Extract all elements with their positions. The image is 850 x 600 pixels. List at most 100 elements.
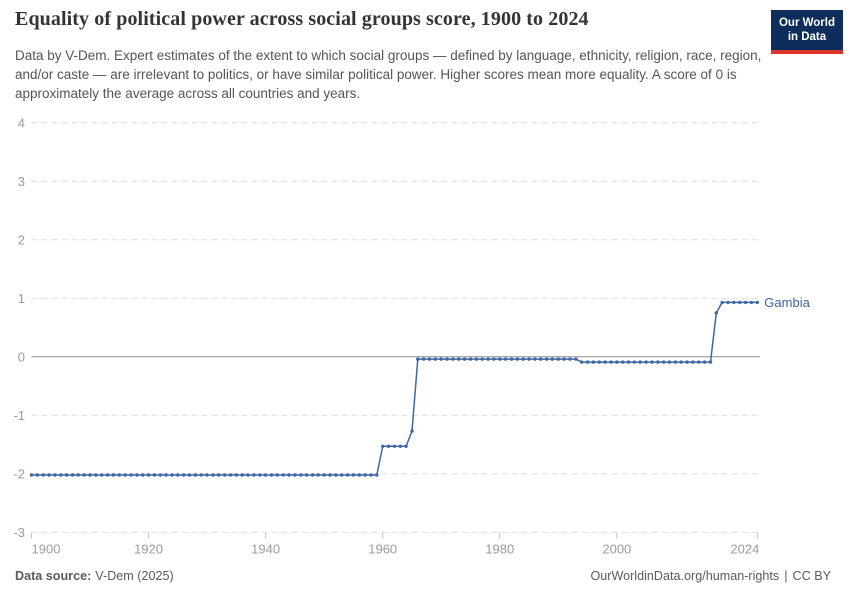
data-point bbox=[281, 473, 285, 477]
data-point bbox=[135, 473, 139, 477]
y-axis-tick-label: -2 bbox=[13, 466, 25, 481]
data-point bbox=[474, 357, 479, 361]
data-point bbox=[252, 473, 256, 477]
data-point bbox=[580, 360, 584, 364]
y-axis-tick-label: 3 bbox=[18, 174, 25, 189]
data-point bbox=[544, 357, 549, 361]
chart-footer: Data source: V-Dem (2025) OurWorldinData.… bbox=[15, 569, 831, 583]
data-point bbox=[591, 360, 596, 364]
page-title: Equality of political power across socia… bbox=[15, 8, 589, 30]
data-point bbox=[228, 473, 233, 477]
data-point bbox=[662, 360, 666, 364]
data-point bbox=[533, 357, 537, 361]
data-point bbox=[334, 473, 338, 477]
data-point bbox=[638, 360, 642, 364]
data-point bbox=[656, 360, 660, 364]
credit-link[interactable]: OurWorldinData.org/human-rights bbox=[590, 569, 780, 583]
data-point bbox=[410, 429, 414, 433]
data-point bbox=[386, 444, 391, 448]
data-point bbox=[691, 360, 695, 364]
data-point bbox=[743, 300, 748, 305]
data-point bbox=[170, 473, 174, 477]
data-point bbox=[609, 360, 613, 364]
data-source-value: V-Dem (2025) bbox=[95, 569, 174, 583]
data-point bbox=[35, 473, 40, 477]
data-point bbox=[615, 360, 619, 364]
data-point bbox=[240, 473, 244, 477]
data-point bbox=[129, 473, 133, 477]
data-point bbox=[539, 357, 543, 361]
data-point bbox=[720, 300, 724, 305]
data-point bbox=[70, 473, 75, 477]
data-point bbox=[263, 473, 268, 477]
data-point bbox=[340, 473, 344, 477]
data-point bbox=[64, 473, 69, 477]
data-point bbox=[457, 357, 461, 361]
data-point bbox=[53, 473, 57, 477]
data-point bbox=[158, 473, 162, 477]
data-point bbox=[193, 473, 198, 477]
data-point bbox=[597, 360, 601, 364]
data-point bbox=[714, 311, 718, 315]
data-point bbox=[293, 473, 297, 477]
data-point bbox=[363, 473, 367, 477]
data-point bbox=[486, 357, 490, 361]
data-point bbox=[667, 360, 672, 364]
data-point bbox=[732, 300, 736, 305]
data-point bbox=[223, 473, 227, 477]
x-axis-tick-label: 1900 bbox=[32, 541, 61, 556]
data-point bbox=[562, 357, 566, 361]
data-point bbox=[322, 473, 326, 477]
data-point bbox=[111, 473, 116, 477]
data-point bbox=[679, 360, 683, 364]
data-point bbox=[644, 360, 648, 364]
x-axis-tick-label: 1960 bbox=[368, 541, 397, 556]
data-point bbox=[451, 357, 455, 361]
data-point bbox=[439, 357, 443, 361]
data-point bbox=[152, 473, 157, 477]
data-point bbox=[299, 473, 303, 477]
data-point bbox=[217, 473, 221, 477]
data-point bbox=[381, 444, 385, 448]
credit: OurWorldinData.org/human-rights | CC BY bbox=[590, 569, 831, 583]
data-point bbox=[492, 357, 496, 361]
x-axis-tick-label: 1980 bbox=[485, 541, 514, 556]
data-point bbox=[398, 444, 402, 448]
data-point bbox=[211, 473, 215, 477]
data-point bbox=[708, 360, 713, 364]
data-point bbox=[310, 473, 315, 477]
data-point bbox=[29, 473, 34, 477]
data-source: Data source: V-Dem (2025) bbox=[15, 569, 174, 583]
credit-license: CC BY bbox=[792, 569, 832, 583]
chart-canvas[interactable]: 4 3 2 1 0 -1 -2 -3 1900 1920 1940 1960 1980 2000 2024 G… bbox=[0, 112, 850, 564]
data-point bbox=[369, 473, 373, 477]
data-point bbox=[650, 360, 654, 364]
data-point bbox=[550, 357, 555, 361]
data-point bbox=[427, 357, 432, 361]
y-axis-tick-label: -1 bbox=[13, 408, 25, 423]
data-point bbox=[433, 357, 438, 361]
x-axis-tick-label: 2024 bbox=[730, 541, 759, 556]
data-point bbox=[621, 360, 625, 364]
data-point bbox=[287, 473, 291, 477]
data-point bbox=[76, 473, 81, 477]
data-point bbox=[146, 473, 151, 477]
data-point bbox=[509, 357, 514, 361]
data-point bbox=[47, 473, 51, 477]
data-point bbox=[199, 473, 203, 477]
data-point bbox=[603, 360, 607, 364]
data-point bbox=[187, 473, 192, 477]
y-axis-tick-label: -3 bbox=[13, 525, 25, 540]
data-point bbox=[117, 473, 122, 477]
data-point bbox=[755, 300, 759, 305]
data-point bbox=[574, 357, 578, 361]
data-point bbox=[685, 360, 689, 364]
data-point bbox=[141, 473, 145, 477]
data-point bbox=[480, 357, 484, 361]
entity-label[interactable]: Gambia bbox=[764, 295, 810, 310]
data-point bbox=[94, 473, 98, 477]
series-line bbox=[31, 301, 758, 476]
data-point bbox=[568, 357, 572, 361]
logo-line-1: Our World bbox=[778, 17, 835, 29]
